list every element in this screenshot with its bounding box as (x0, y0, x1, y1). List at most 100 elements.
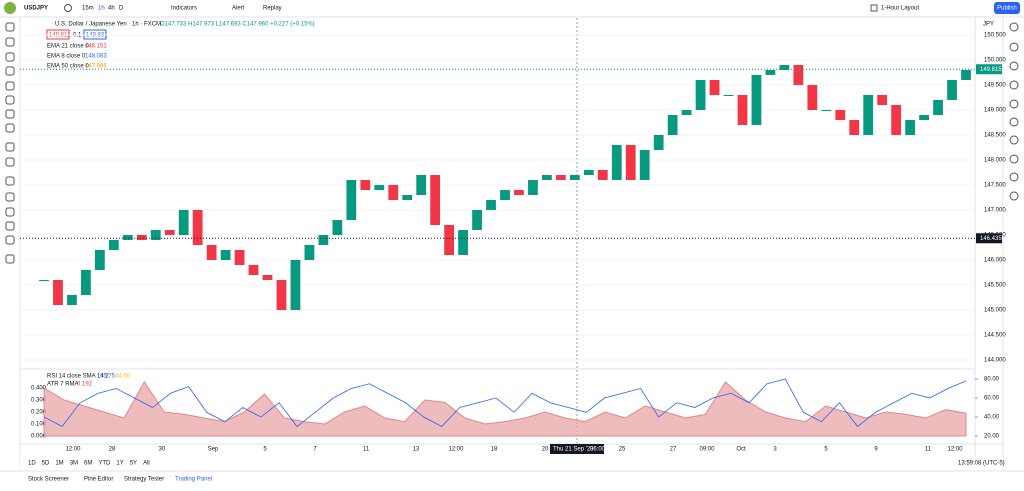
tool-icon[interactable] (1009, 172, 1019, 182)
layout-icon[interactable] (870, 4, 878, 12)
tool-icon[interactable] (1009, 117, 1019, 127)
buy-price[interactable]: 149.831 (86, 33, 108, 39)
candle (919, 115, 929, 120)
avatar[interactable] (4, 2, 16, 14)
study-value: 148.151 (85, 44, 107, 50)
publish-label[interactable]: Publish (997, 6, 1017, 12)
bottom-tab[interactable]: Trading Panel (175, 477, 212, 483)
bottom-tab[interactable]: Stock Screener (28, 477, 69, 483)
bottom-tab[interactable]: Pine Editor (84, 477, 113, 483)
tool-icon[interactable] (1009, 154, 1019, 164)
alert-button[interactable]: Alert (232, 6, 245, 12)
range-button[interactable]: All (143, 461, 150, 467)
tool-icon[interactable] (1009, 80, 1019, 90)
candle (332, 220, 343, 235)
tool-icon[interactable] (5, 81, 15, 91)
tool-icon[interactable] (1009, 99, 1019, 109)
atr-area (43, 381, 967, 437)
candle (416, 175, 427, 195)
tool-icon[interactable] (1009, 191, 1019, 201)
tool-icon[interactable] (1009, 22, 1019, 32)
range-button[interactable]: 5Y (130, 461, 137, 467)
tool-icon[interactable] (5, 192, 15, 202)
tool-icon[interactable] (5, 109, 15, 119)
add-symbol[interactable] (64, 4, 72, 12)
candle (639, 150, 650, 180)
candle (667, 115, 678, 135)
range-button[interactable]: 1Y (116, 461, 123, 467)
y-tick-label: 145.500 (984, 283, 1006, 289)
candle (220, 250, 231, 260)
x-tick-label: 5 (263, 447, 267, 453)
tool-icon[interactable] (5, 207, 15, 217)
candle (849, 120, 860, 135)
tool-icon[interactable] (5, 235, 15, 245)
tool-icon[interactable] (5, 66, 15, 76)
tool-icon[interactable] (5, 37, 15, 47)
tool-icon[interactable] (5, 157, 15, 167)
candle (905, 120, 916, 135)
range-bar (20, 455, 1003, 470)
publish-button[interactable] (994, 2, 1020, 14)
candle (500, 190, 510, 200)
tool-icon[interactable] (5, 221, 15, 231)
candle (821, 110, 832, 111)
x-tick-label: 13 (413, 447, 420, 453)
interval[interactable]: 4h (108, 6, 115, 12)
layout-name[interactable]: 1-Hour Layout (881, 6, 919, 12)
range-button[interactable]: 6M (84, 461, 92, 467)
interval[interactable]: 15m (82, 6, 94, 12)
top-bar (0, 0, 1024, 17)
candle (248, 265, 259, 275)
replay-button[interactable]: Replay (263, 6, 282, 12)
candle (136, 235, 147, 240)
range-button[interactable]: 1M (55, 461, 63, 467)
candle (276, 280, 287, 310)
candle (737, 95, 748, 125)
symbol[interactable]: USDJPY (24, 6, 48, 12)
range-button[interactable]: 3M (70, 461, 78, 467)
range-button[interactable]: 1D (28, 461, 36, 467)
candle (178, 210, 189, 235)
candle (891, 105, 902, 135)
candle (206, 245, 217, 260)
x-tick-label: 7 (313, 447, 317, 453)
x-tick-label: Sep (208, 447, 219, 453)
tool-icon[interactable] (5, 123, 15, 133)
indicators-button[interactable]: Indicators (171, 6, 197, 12)
range-button[interactable]: 5D (42, 461, 50, 467)
candle (262, 275, 273, 280)
tool-icon[interactable] (5, 254, 15, 264)
tool-icon[interactable] (5, 142, 15, 152)
tool-icon[interactable] (1009, 61, 1019, 71)
y-tick-label: 144.500 (984, 333, 1006, 339)
tool-icon[interactable] (5, 176, 15, 186)
candle (779, 65, 790, 70)
candle (346, 180, 357, 220)
candle (458, 230, 468, 255)
candle (318, 235, 329, 245)
range-button[interactable]: YTD (98, 461, 111, 467)
sell-price[interactable]: 149.811 (49, 33, 71, 39)
x-tick-label: 11 (363, 447, 370, 453)
interval[interactable]: D (119, 6, 124, 12)
candle (360, 180, 371, 190)
tool-icon[interactable] (5, 52, 15, 62)
y-tick-label: 150.500 (984, 33, 1006, 39)
bottom-tab[interactable]: Strategy Tester (124, 477, 164, 483)
study-value: 148.083 (85, 54, 107, 60)
tool-icon[interactable] (1009, 135, 1019, 145)
candle (765, 70, 776, 75)
legend-title: U.S. Dollar / Japanese Yen · 1h · FXCM (55, 22, 161, 28)
study-name: EMA 21 close 0 (47, 44, 89, 50)
candle (374, 185, 385, 190)
tool-icon[interactable] (5, 95, 15, 105)
y-tick-label: 149.500 (984, 83, 1006, 89)
candle (751, 75, 762, 125)
interval[interactable]: 1h (98, 6, 105, 12)
tool-icon[interactable] (1009, 42, 1019, 52)
x-tick-label: 09:00 (699, 447, 715, 453)
x-tick-label: 12:00 (947, 447, 963, 453)
x-tick-label: 20 (542, 447, 549, 453)
tool-icon[interactable] (5, 22, 15, 32)
